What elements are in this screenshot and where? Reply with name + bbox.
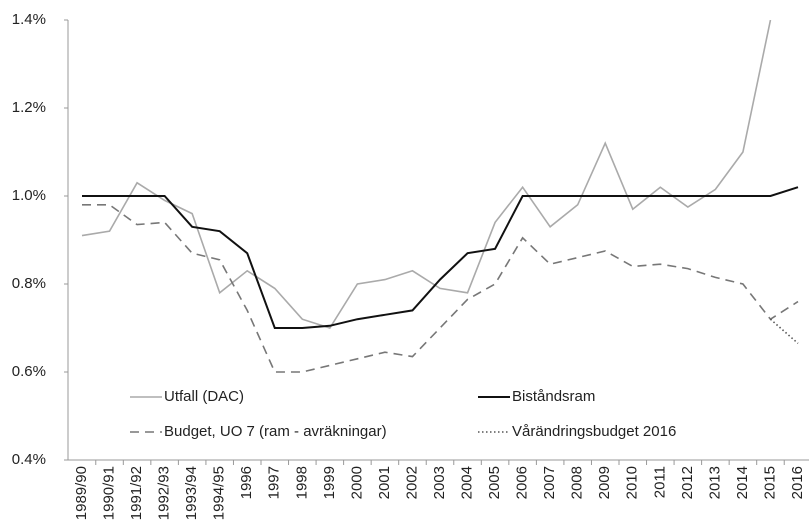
x-tick-label: 1990/91 (101, 466, 118, 520)
x-tick-label: 1993/94 (183, 466, 200, 520)
x-tick-label: 2013 (706, 466, 723, 499)
x-tick-label: 2001 (376, 466, 393, 499)
y-tick-label: 0.8% (12, 275, 46, 292)
series-line (82, 186, 799, 329)
x-tick-label: 2002 (403, 466, 420, 499)
y-tick-label: 1.0% (12, 187, 46, 204)
series-line (81, 20, 772, 329)
x-tick-label: 2016 (789, 466, 806, 499)
y-tick-label: 1.2% (12, 99, 46, 116)
x-tick-label: 1997 (266, 466, 283, 499)
x-tick-label: 2015 (761, 466, 778, 499)
y-tick-label: 0.4% (12, 451, 46, 468)
plot-area (81, 20, 799, 373)
x-tick-label: 2000 (348, 466, 365, 499)
x-tick-label: 2010 (624, 466, 641, 499)
x-tick-label: 2006 (514, 466, 531, 499)
series-line (769, 318, 799, 345)
x-tick-label: 1996 (238, 466, 255, 499)
x-tick-label: 2011 (651, 466, 668, 498)
x-tick-label: 1989/90 (73, 466, 90, 520)
x-tick-label: 2014 (734, 466, 751, 499)
y-tick-label: 1.4% (12, 11, 46, 28)
x-tick-label: 2012 (679, 466, 696, 499)
legend-label: Utfall (DAC) (164, 388, 244, 405)
x-tick-label: 1991/92 (128, 466, 145, 520)
legend-label: Vårändringsbudget 2016 (512, 423, 676, 440)
x-tick-label: 2005 (486, 466, 503, 499)
x-tick-label: 2004 (459, 466, 476, 499)
x-tick-label: 1994/95 (211, 466, 228, 520)
x-tick-label: 2009 (596, 466, 613, 499)
y-tick-label: 0.6% (12, 363, 46, 380)
x-tick-label: 1998 (293, 466, 310, 499)
series-line (82, 204, 799, 373)
x-tick-label: 1999 (321, 466, 338, 499)
x-tick-label: 1992/93 (156, 466, 173, 520)
legend-label: Biståndsram (512, 388, 595, 405)
x-tick-label: 2003 (431, 466, 448, 499)
x-tick-label: 2008 (569, 466, 586, 499)
legend-label: Budget, UO 7 (ram - avräkningar) (164, 423, 387, 440)
x-tick-label: 2007 (541, 466, 558, 499)
